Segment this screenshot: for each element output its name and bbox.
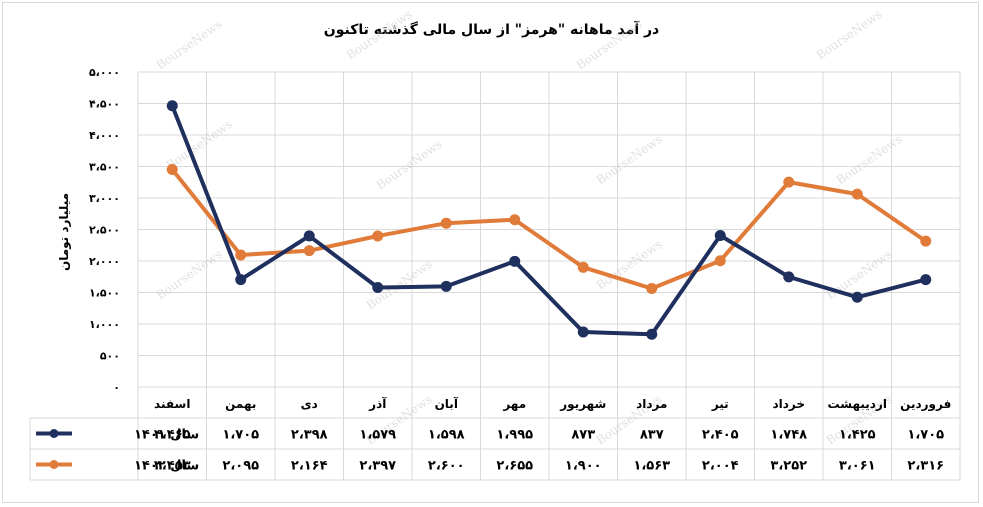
watermark-text: BourseNews — [344, 7, 415, 63]
watermark-text: BourseNews — [594, 132, 665, 188]
data-point — [577, 261, 589, 273]
legend-label: سال ۱۴۰۱ — [134, 428, 199, 443]
table-cell-value: ۱،۵۹۸ — [428, 428, 465, 443]
grid-layer — [29, 71, 961, 481]
table-cell-value: ۲،۶۵۵ — [496, 459, 533, 474]
data-point — [851, 188, 863, 200]
category-label: آبان — [435, 396, 459, 411]
watermark-text: BourseNews — [374, 137, 445, 193]
table-cell-value: ۲،۱۶۴ — [291, 459, 328, 474]
data-point — [440, 280, 452, 292]
data-point — [646, 283, 658, 295]
category-label: مرداد — [636, 397, 667, 411]
y-axis-ticks: ۰ ۵۰۰ ۱،۰۰۰ ۱،۵۰۰ ۲،۰۰۰ ۲،۵۰۰ ۳،۰۰۰ ۳،۵۰۰ ۴،۰۰۰ ۴… — [89, 66, 120, 394]
data-point — [646, 328, 658, 340]
y-tick-label: ۵،۰۰۰ — [89, 66, 120, 79]
table-cell-value: ۳،۲۵۲ — [770, 459, 807, 474]
table-cell-value: ۸۷۳ — [571, 428, 595, 443]
data-point — [509, 214, 521, 226]
data-point — [714, 255, 726, 267]
table-cell-value: ۱،۹۹۵ — [496, 428, 533, 443]
table-cell-value: ۲،۴۰۵ — [702, 428, 739, 443]
category-label: بهمن — [225, 397, 256, 411]
y-tick-label: ۵۰۰ — [100, 350, 120, 363]
data-point — [303, 230, 315, 242]
series-layer — [166, 100, 932, 340]
table-cell-value: ۱،۷۴۸ — [770, 428, 807, 443]
category-label: مهر — [502, 397, 526, 411]
watermark-layer: BourseNews BourseNews BourseNews BourseNews… — [154, 7, 905, 448]
table-cell-value: ۱،۵۶۳ — [633, 459, 670, 474]
y-tick-label: ۰ — [113, 381, 120, 394]
chart-title: در آمد ماهانه "هرمز" از سال مالی گذشته ت… — [323, 22, 660, 38]
series-line — [170, 168, 927, 291]
category-label: آذر — [368, 396, 387, 411]
table-cell-value: ۴،۴۶۵ — [154, 428, 191, 443]
category-label: اسفند — [154, 397, 190, 411]
data-point — [714, 229, 726, 241]
data-point — [577, 326, 589, 338]
data-point — [509, 255, 521, 267]
watermark-text: BourseNews — [814, 7, 885, 63]
data-point — [851, 291, 863, 303]
category-label: فروردین — [900, 397, 951, 412]
y-axis-label: میلیارد تومان — [57, 193, 72, 271]
data-table: فروردین اردیبهشت خرداد تیر مرداد شهریور مهر آبا… — [36, 396, 951, 474]
y-tick-label: ۴،۵۰۰ — [89, 98, 120, 111]
y-tick-label: ۲،۵۰۰ — [89, 224, 120, 237]
table-cell-value: ۲،۳۱۶ — [907, 459, 944, 474]
category-label: خرداد — [772, 397, 805, 411]
y-tick-label: ۲،۰۰۰ — [89, 255, 120, 268]
table-cell-value: ۲،۳۹۷ — [359, 459, 396, 474]
data-point — [166, 100, 178, 112]
data-point — [372, 230, 384, 242]
data-point — [920, 235, 932, 247]
watermark-text: BourseNews — [164, 117, 235, 173]
category-label: تیر — [711, 397, 729, 411]
legend-key-marker — [49, 460, 59, 469]
table-cell-value: ۲،۶۰۰ — [428, 459, 465, 474]
legend-label: سال ۱۴۰۲ — [134, 459, 199, 474]
data-point — [783, 271, 795, 283]
watermark-text: BourseNews — [154, 247, 225, 303]
data-point — [372, 282, 384, 294]
table-cell-value: ۱،۵۷۹ — [359, 428, 396, 443]
table-cell-value: ۱،۹۰۰ — [565, 459, 602, 474]
watermark-text: BourseNews — [834, 132, 905, 188]
watermark-text: BourseNews — [154, 17, 225, 73]
y-tick-label: ۴،۰۰۰ — [89, 129, 120, 142]
data-point — [235, 274, 247, 286]
table-cell-value: ۲،۰۹۵ — [222, 459, 259, 474]
y-tick-label: ۱،۵۰۰ — [89, 287, 120, 300]
table-cell-value: ۲،۳۹۸ — [291, 428, 328, 443]
legend-key-marker — [49, 429, 59, 438]
data-point — [920, 274, 932, 286]
table-cell-value: ۱،۷۰۵ — [222, 428, 259, 443]
y-tick-label: ۱،۰۰۰ — [89, 318, 120, 331]
table-cell-value: ۳،۴۵۳ — [154, 459, 191, 474]
table-cell-value: ۳،۰۶۱ — [839, 459, 876, 474]
category-label: دی — [301, 397, 318, 411]
table-cell-value: ۲،۰۰۴ — [702, 459, 739, 474]
data-point — [166, 163, 178, 175]
table-cell-value: ۱،۴۲۵ — [839, 428, 876, 443]
data-point — [303, 245, 315, 257]
table-cell-value: ۱،۷۰۵ — [907, 428, 944, 443]
category-label: شهریور — [559, 397, 606, 412]
series-line — [170, 104, 927, 337]
category-label: اردیبهشت — [828, 397, 887, 411]
data-point — [235, 249, 247, 261]
table-cell-value: ۸۳۷ — [640, 428, 664, 443]
y-tick-label: ۳،۰۰۰ — [89, 192, 120, 205]
y-tick-label: ۳،۵۰۰ — [89, 161, 120, 174]
watermark-text: BourseNews — [574, 17, 645, 73]
data-point — [783, 176, 795, 188]
data-point — [440, 217, 452, 229]
